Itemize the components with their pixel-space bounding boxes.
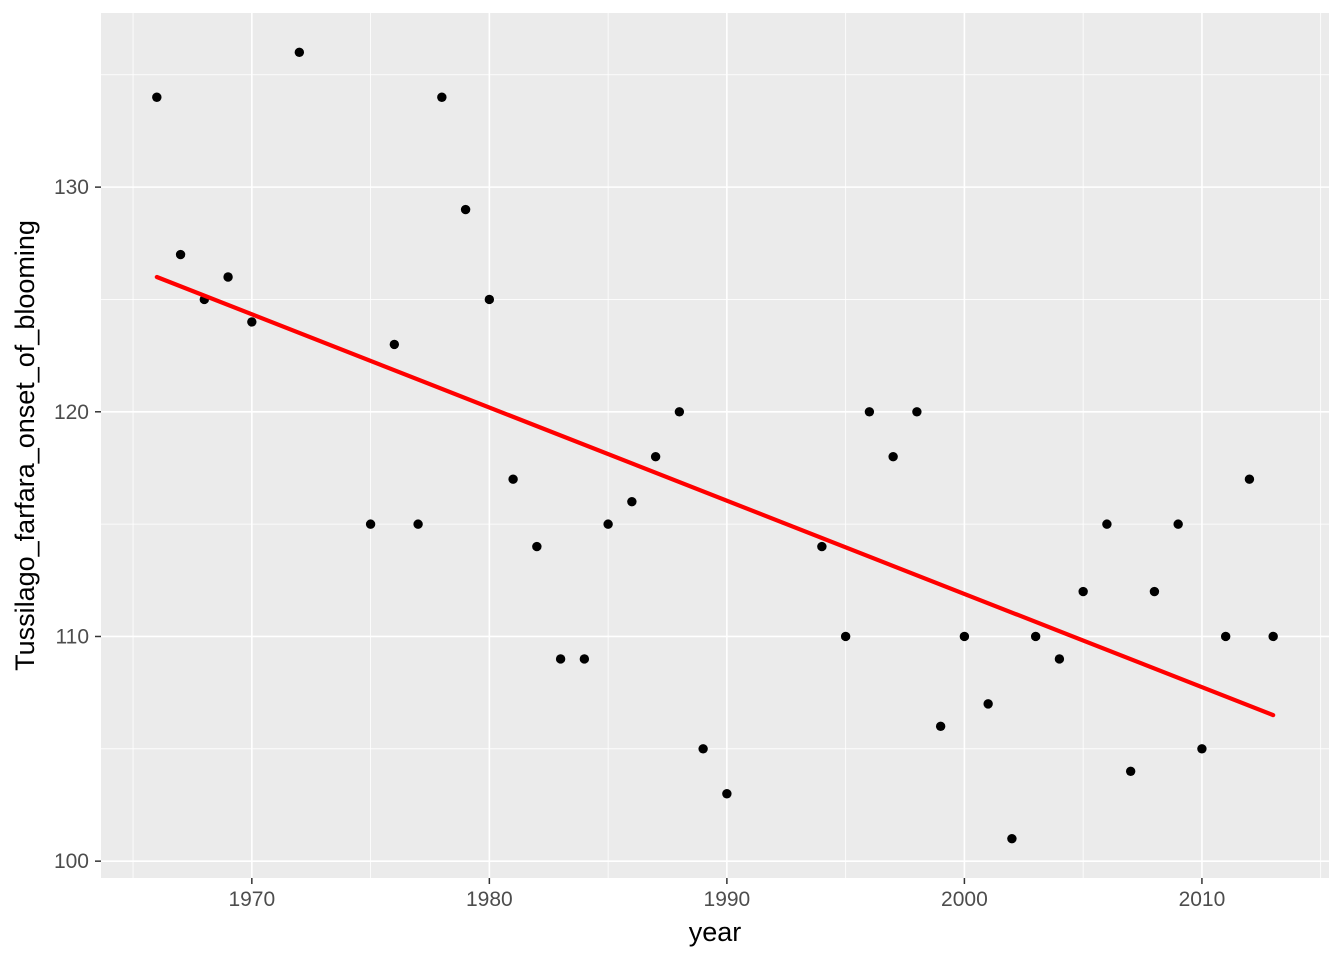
- plot-panel: [101, 13, 1329, 878]
- data-point: [1078, 586, 1088, 597]
- data-point: [437, 92, 447, 102]
- data-point: [1054, 654, 1065, 664]
- x-axis-tick-label: 2000: [941, 888, 988, 911]
- data-point: [1197, 744, 1207, 754]
- data-point: [1007, 833, 1017, 844]
- data-point: [152, 92, 162, 102]
- data-point: [579, 654, 590, 664]
- data-point: [484, 294, 495, 305]
- data-point: [1244, 474, 1255, 484]
- data-point: [650, 452, 661, 462]
- data-point: [840, 631, 851, 642]
- data-point: [1149, 586, 1160, 597]
- data-point: [864, 407, 875, 417]
- data-point: [603, 519, 613, 529]
- data-point: [1268, 631, 1278, 642]
- x-axis-tick-label: 1970: [228, 888, 275, 911]
- data-point: [1220, 631, 1231, 642]
- data-point: [555, 654, 566, 664]
- data-point: [888, 452, 898, 462]
- y-axis-tick-label: 130: [54, 176, 89, 199]
- data-point: [294, 47, 305, 58]
- data-point: [959, 631, 970, 642]
- data-point: [627, 496, 637, 507]
- y-axis-tick-label: 110: [56, 625, 89, 648]
- x-axis-title: year: [689, 917, 742, 947]
- data-point: [1102, 519, 1112, 529]
- data-point: [508, 474, 518, 484]
- data-point: [983, 699, 993, 709]
- data-point: [1030, 631, 1041, 642]
- x-axis-tick-label: 1980: [466, 888, 513, 911]
- data-point: [817, 541, 827, 552]
- data-point: [413, 519, 423, 529]
- data-point: [912, 407, 922, 417]
- y-axis-tick-label: 100: [54, 850, 89, 873]
- data-point: [1125, 766, 1136, 776]
- data-point: [247, 317, 257, 327]
- trend-line: [154, 274, 1276, 718]
- data-point: [1173, 519, 1183, 529]
- data-point: [722, 789, 732, 799]
- data-point: [698, 744, 708, 754]
- y-axis-title: Tussilago_farfara_onset_of_blooming: [10, 220, 40, 671]
- data-point: [389, 339, 400, 350]
- data-point: [175, 249, 186, 260]
- x-axis-tick-label: 1990: [704, 888, 751, 911]
- data-point: [674, 407, 685, 417]
- data-point: [935, 721, 946, 732]
- x-axis-tick-label: 2010: [1179, 888, 1226, 911]
- data-point: [460, 204, 471, 215]
- y-axis-tick-label: 120: [54, 401, 89, 424]
- data-point: [365, 519, 376, 529]
- data-point: [532, 541, 542, 552]
- data-point: [223, 272, 233, 282]
